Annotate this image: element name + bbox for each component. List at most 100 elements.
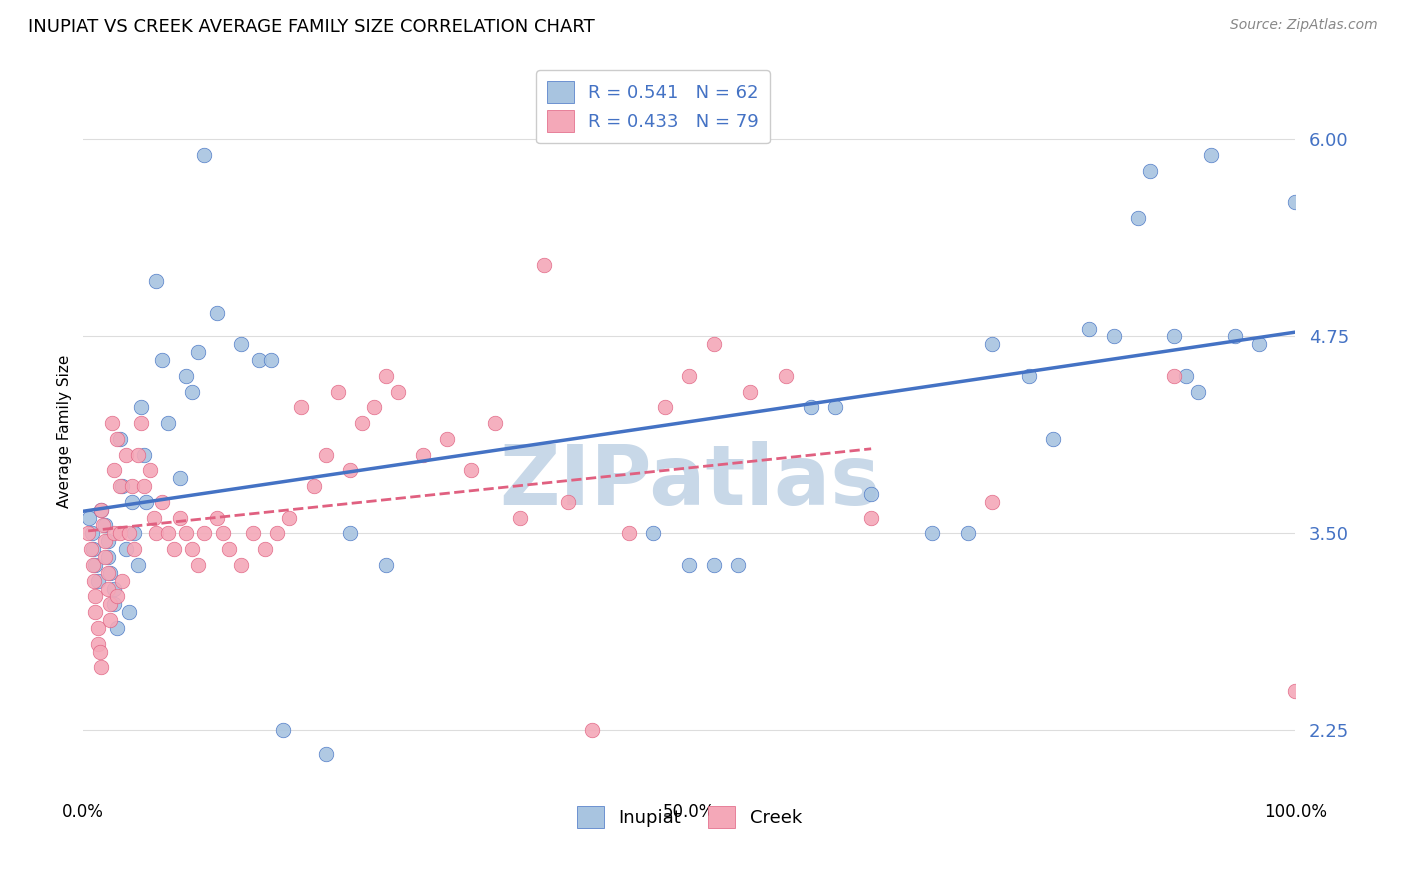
Point <box>484 416 506 430</box>
Point <box>83 574 105 588</box>
Point <box>205 510 228 524</box>
Point <box>96 566 118 580</box>
Point <box>131 401 153 415</box>
Text: INUPIAT VS CREEK AVERAGE FAMILY SIZE CORRELATION CHART: INUPIAT VS CREEK AVERAGE FAMILY SIZE COR… <box>28 18 595 36</box>
Point <box>96 549 118 564</box>
Point <box>1284 684 1306 698</box>
Point <box>132 448 155 462</box>
Point <box>135 495 157 509</box>
Point <box>127 558 149 572</box>
Point <box>617 526 640 541</box>
Point <box>229 337 252 351</box>
Point <box>352 416 374 430</box>
Point <box>157 416 180 430</box>
Point <box>82 558 104 572</box>
Point <box>87 574 110 588</box>
Point <box>266 526 288 541</box>
Point <box>181 384 204 399</box>
Point <box>187 558 209 572</box>
Point <box>981 495 1004 509</box>
Point <box>1187 384 1209 399</box>
Point <box>108 479 131 493</box>
Point <box>229 558 252 572</box>
Point <box>89 644 111 658</box>
Text: Source: ZipAtlas.com: Source: ZipAtlas.com <box>1230 18 1378 32</box>
Point <box>181 542 204 557</box>
Point <box>254 542 277 557</box>
Point <box>101 416 124 430</box>
Point <box>132 479 155 493</box>
Point <box>94 549 117 564</box>
Point <box>290 401 312 415</box>
Point <box>111 479 134 493</box>
Point <box>981 337 1004 351</box>
Point <box>94 534 117 549</box>
Point <box>80 526 103 541</box>
Point <box>1163 368 1185 383</box>
Point <box>121 495 143 509</box>
Point <box>111 574 134 588</box>
Point <box>103 597 125 611</box>
Point <box>703 558 725 572</box>
Point <box>242 526 264 541</box>
Point <box>169 471 191 485</box>
Point <box>145 274 167 288</box>
Point <box>84 590 107 604</box>
Point <box>921 526 943 541</box>
Point <box>79 510 101 524</box>
Point <box>103 463 125 477</box>
Point <box>738 384 761 399</box>
Point <box>98 597 121 611</box>
Point <box>105 621 128 635</box>
Point <box>1018 368 1040 383</box>
Point <box>387 384 409 399</box>
Point <box>103 582 125 596</box>
Point <box>131 416 153 430</box>
Point <box>176 526 198 541</box>
Point <box>1247 337 1270 351</box>
Point <box>187 345 209 359</box>
Point <box>860 487 883 501</box>
Point <box>122 542 145 557</box>
Point <box>90 502 112 516</box>
Point <box>375 368 398 383</box>
Point <box>315 448 337 462</box>
Point <box>1175 368 1198 383</box>
Point <box>641 526 664 541</box>
Legend: Inupiat, Creek: Inupiat, Creek <box>569 798 808 835</box>
Point <box>87 637 110 651</box>
Point <box>1163 329 1185 343</box>
Point <box>94 518 117 533</box>
Point <box>169 510 191 524</box>
Point <box>957 526 980 541</box>
Point <box>1223 329 1246 343</box>
Point <box>1078 321 1101 335</box>
Point <box>315 747 337 761</box>
Point <box>150 495 173 509</box>
Point <box>1102 329 1125 343</box>
Point <box>211 526 233 541</box>
Point <box>90 502 112 516</box>
Point <box>108 432 131 446</box>
Point <box>1284 195 1306 210</box>
Y-axis label: Average Family Size: Average Family Size <box>58 354 72 508</box>
Point <box>703 337 725 351</box>
Point <box>127 448 149 462</box>
Point <box>775 368 797 383</box>
Point <box>105 590 128 604</box>
Point <box>860 510 883 524</box>
Point <box>581 723 603 738</box>
Point <box>326 384 349 399</box>
Point <box>121 479 143 493</box>
Point <box>87 621 110 635</box>
Point <box>193 526 215 541</box>
Point <box>1126 211 1149 226</box>
Point <box>375 558 398 572</box>
Point <box>96 534 118 549</box>
Point <box>678 368 700 383</box>
Point <box>205 306 228 320</box>
Point <box>118 526 141 541</box>
Point <box>176 368 198 383</box>
Point <box>150 353 173 368</box>
Point <box>412 448 434 462</box>
